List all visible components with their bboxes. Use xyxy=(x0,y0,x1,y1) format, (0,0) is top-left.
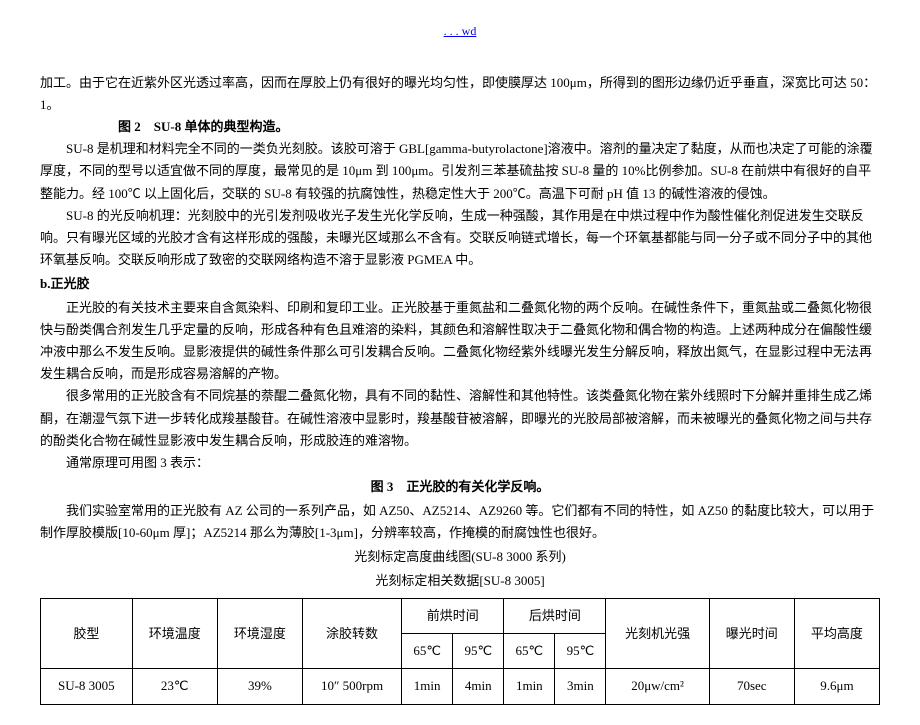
th-env-humidity: 环境湿度 xyxy=(217,599,302,669)
paragraph-2: SU-8 是机理和材料完全不同的一类负光刻胶。该胶可溶于 GBL[gamma-b… xyxy=(40,138,880,204)
cell-post-95: 3min xyxy=(555,669,606,704)
header-link-container: . . . wd xyxy=(40,20,880,42)
header-link[interactable]: . . . wd xyxy=(444,24,477,38)
cell-pre-65: 1min xyxy=(402,669,453,704)
section-b-header: b.正光胶 xyxy=(40,273,880,295)
paragraph-1-line: 加工。由于它在近紫外区光透过率高，因而在厚胶上仍有很好的曝光均匀性，即使膜厚达 … xyxy=(40,72,880,138)
paragraph-3: SU-8 的光反响机理：光刻胶中的光引发剂吸收光子发生光化学反响，生成一种强酸，… xyxy=(40,205,880,271)
paragraph-1: 加工。由于它在近紫外区光透过率高，因而在厚胶上仍有很好的曝光均匀性，即使膜厚达 … xyxy=(40,75,876,112)
sub-caption-2: 光刻标定相关数据[SU-8 3005] xyxy=(40,570,880,592)
sub-caption-1: 光刻标定高度曲线图(SU-8 3000 系列) xyxy=(40,546,880,568)
th-postbake: 后烘时间 xyxy=(504,599,606,634)
figure-3-caption: 图 3 正光胶的有关化学反响。 xyxy=(40,476,880,498)
th-post-65: 65℃ xyxy=(504,634,555,669)
figure-2-caption: 图 2 SU-8 单体的典型构造。 xyxy=(118,119,288,134)
th-pre-65: 65℃ xyxy=(402,634,453,669)
paragraph-6: 通常原理可用图 3 表示： xyxy=(40,452,880,474)
table-header-row-1: 胶型 环境温度 环境湿度 涂胶转数 前烘时间 后烘时间 光刻机光强 曝光时间 平… xyxy=(41,599,880,634)
th-post-95: 95℃ xyxy=(555,634,606,669)
cell-exposure-time: 70sec xyxy=(709,669,794,704)
data-table: 胶型 环境温度 环境湿度 涂胶转数 前烘时间 后烘时间 光刻机光强 曝光时间 平… xyxy=(40,598,880,704)
th-exposure-time: 曝光时间 xyxy=(709,599,794,669)
paragraph-7: 我们实验室常用的正光胶有 AZ 公司的一系列产品，如 AZ50、AZ5214、A… xyxy=(40,500,880,544)
cell-resist-type: SU-8 3005 xyxy=(41,669,133,704)
cell-avg-height: 9.6μm xyxy=(794,669,879,704)
paragraph-4: 正光胶的有关技术主要来自含氮染料、印刷和复印工业。正光胶基于重氮盐和二叠氮化物的… xyxy=(40,297,880,385)
table-row: SU-8 3005 23℃ 39% 10″ 500rpm 1min 4min 1… xyxy=(41,669,880,704)
cell-pre-95: 4min xyxy=(453,669,504,704)
th-env-temp: 环境温度 xyxy=(132,599,217,669)
th-prebake: 前烘时间 xyxy=(402,599,504,634)
th-pre-95: 95℃ xyxy=(453,634,504,669)
cell-env-temp: 23℃ xyxy=(132,669,217,704)
th-intensity: 光刻机光强 xyxy=(606,599,709,669)
th-avg-height: 平均高度 xyxy=(794,599,879,669)
cell-post-65: 1min xyxy=(504,669,555,704)
cell-spin: 10″ 500rpm xyxy=(302,669,401,704)
th-resist-type: 胶型 xyxy=(41,599,133,669)
cell-env-humidity: 39% xyxy=(217,669,302,704)
th-spin: 涂胶转数 xyxy=(302,599,401,669)
paragraph-5: 很多常用的正光胶含有不同烷基的萘醌二叠氮化物，具有不同的黏性、溶解性和其他特性。… xyxy=(40,385,880,451)
cell-intensity: 20μw/cm² xyxy=(606,669,709,704)
